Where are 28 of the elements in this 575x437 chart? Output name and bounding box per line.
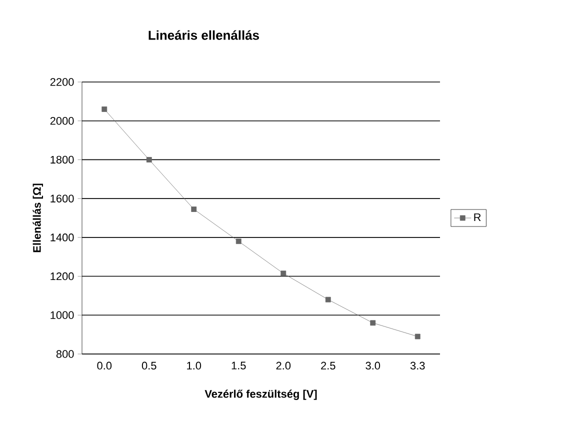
y-tick-label: 2000 — [50, 116, 74, 125]
x-tick-label: 0.5 — [142, 362, 156, 370]
point — [146, 157, 152, 162]
y-tick-label: 1400 — [50, 234, 74, 242]
x-axis-title: Vezérlő feszültség [V] — [204, 390, 317, 400]
x-tick-label: 2.5 — [321, 362, 336, 370]
x-tick-label: 1.0 — [187, 362, 202, 370]
chart-title: Lineáris ellenállás — [148, 30, 259, 40]
point — [191, 206, 197, 212]
x-tick-label: 3.0 — [366, 362, 380, 370]
point — [325, 296, 331, 302]
x-tick-label: 3.3 — [410, 362, 425, 370]
y-axis-title: Ellenállás [Ω] — [32, 184, 43, 252]
point — [102, 106, 108, 112]
legend-label: R — [474, 213, 481, 222]
y-tick-label: 2200 — [50, 78, 74, 86]
y-tick-label: 1600 — [50, 194, 74, 202]
y-tick-label: 1800 — [50, 156, 74, 164]
point — [236, 238, 242, 244]
y-tick-label: 800 — [56, 350, 74, 358]
point — [370, 320, 376, 326]
y-tick-label: 1200 — [50, 272, 74, 280]
y-tick-label: 1000 — [50, 311, 74, 320]
x-tick-label: 2.0 — [276, 362, 291, 370]
point — [414, 334, 420, 340]
point — [280, 270, 286, 276]
x-tick-label: 0.0 — [97, 362, 112, 370]
x-tick-label: 1.5 — [232, 362, 246, 370]
